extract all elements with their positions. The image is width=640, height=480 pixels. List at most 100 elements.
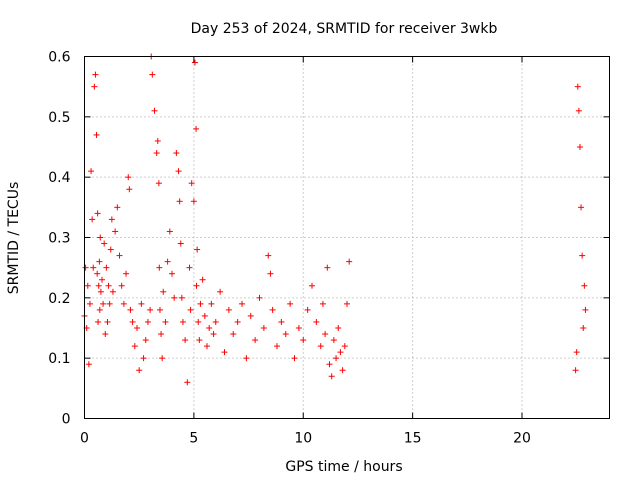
data-point: [252, 337, 259, 344]
data-point: [187, 306, 194, 313]
data-point: [582, 306, 589, 313]
x-tick-label: 10: [294, 431, 312, 447]
data-point: [195, 318, 202, 325]
data-point: [576, 144, 583, 150]
y-tick-label: 0: [62, 412, 71, 428]
data-point: [313, 318, 320, 325]
data-point: [201, 312, 208, 319]
data-point: [579, 252, 586, 259]
y-tick-label: 0.2: [48, 291, 70, 307]
data-point: [102, 331, 109, 338]
data-point: [105, 282, 112, 289]
data-point: [96, 258, 103, 265]
data-point: [86, 300, 93, 307]
data-point: [94, 270, 101, 277]
axis-ticks: [84, 56, 610, 419]
data-point: [572, 367, 579, 374]
data-point: [206, 325, 213, 331]
data-point: [239, 300, 245, 307]
data-point: [109, 288, 116, 295]
data-point: [97, 288, 104, 295]
data-point: [125, 174, 132, 181]
grid: [84, 56, 610, 419]
chart-title: Day 253 of 2024, SRMTID for receiver 3wk…: [191, 21, 498, 37]
data-point: [101, 240, 108, 247]
data-point: [186, 264, 193, 271]
data-point: [136, 367, 143, 374]
data-point: [319, 300, 326, 307]
data-point: [208, 300, 215, 307]
data-point: [91, 83, 98, 90]
data-point: [116, 252, 123, 259]
data-point: [159, 355, 166, 362]
data-point: [217, 288, 224, 295]
data-points: [81, 53, 589, 386]
data-point: [199, 276, 206, 283]
data-point: [147, 306, 154, 313]
data-point: [95, 282, 102, 289]
data-point: [103, 264, 110, 271]
data-point: [304, 306, 311, 313]
x-tick-label: 15: [404, 431, 422, 447]
data-point: [84, 282, 91, 289]
data-point: [243, 355, 250, 362]
data-point: [291, 355, 298, 362]
data-point: [97, 234, 104, 241]
data-point: [155, 180, 162, 187]
data-point: [156, 264, 163, 271]
data-point: [225, 306, 232, 313]
data-point: [580, 325, 587, 331]
data-point: [138, 300, 145, 307]
data-point: [330, 337, 337, 344]
data-point: [177, 240, 184, 247]
x-axis-label: GPS time / hours: [285, 459, 402, 475]
x-tick-label: 0: [80, 431, 89, 447]
data-point: [90, 264, 97, 271]
data-point: [178, 294, 185, 301]
data-point: [154, 137, 161, 144]
data-point: [194, 246, 201, 253]
y-tick-label: 0.3: [48, 231, 70, 247]
data-point: [85, 361, 92, 368]
data-point: [112, 228, 119, 235]
data-point: [333, 355, 340, 362]
data-point: [278, 318, 285, 325]
data-point: [129, 318, 136, 325]
data-point: [267, 270, 274, 277]
data-point: [581, 282, 588, 289]
data-point: [140, 355, 147, 362]
data-point: [346, 258, 353, 265]
data-point: [196, 337, 203, 344]
data-point: [324, 264, 331, 271]
data-point: [309, 282, 315, 289]
plot-frame: [84, 56, 610, 419]
data-point: [176, 198, 183, 205]
data-point: [274, 343, 280, 350]
data-point: [149, 71, 156, 78]
data-point: [193, 125, 200, 132]
data-point: [210, 331, 217, 338]
data-point: [575, 107, 582, 114]
data-point: [191, 59, 198, 66]
data-point: [188, 180, 195, 187]
data-point: [94, 210, 101, 217]
data-point: [162, 318, 169, 325]
data-point: [193, 282, 200, 289]
data-point: [100, 300, 107, 307]
data-point: [339, 367, 346, 374]
data-point: [221, 349, 228, 356]
y-tick-label: 0.4: [48, 170, 70, 186]
data-point: [300, 337, 307, 344]
data-point: [99, 276, 105, 283]
data-point: [169, 270, 175, 277]
data-point: [171, 294, 178, 301]
data-point: [134, 325, 140, 331]
data-point: [328, 373, 335, 380]
data-point: [341, 343, 348, 350]
data-point: [160, 288, 167, 295]
data-point: [120, 300, 127, 307]
y-tick-label: 0.1: [48, 351, 70, 367]
data-point: [151, 107, 158, 114]
data-point: [156, 306, 163, 313]
x-tick-labels: 0 5 10 15 20: [80, 431, 531, 447]
